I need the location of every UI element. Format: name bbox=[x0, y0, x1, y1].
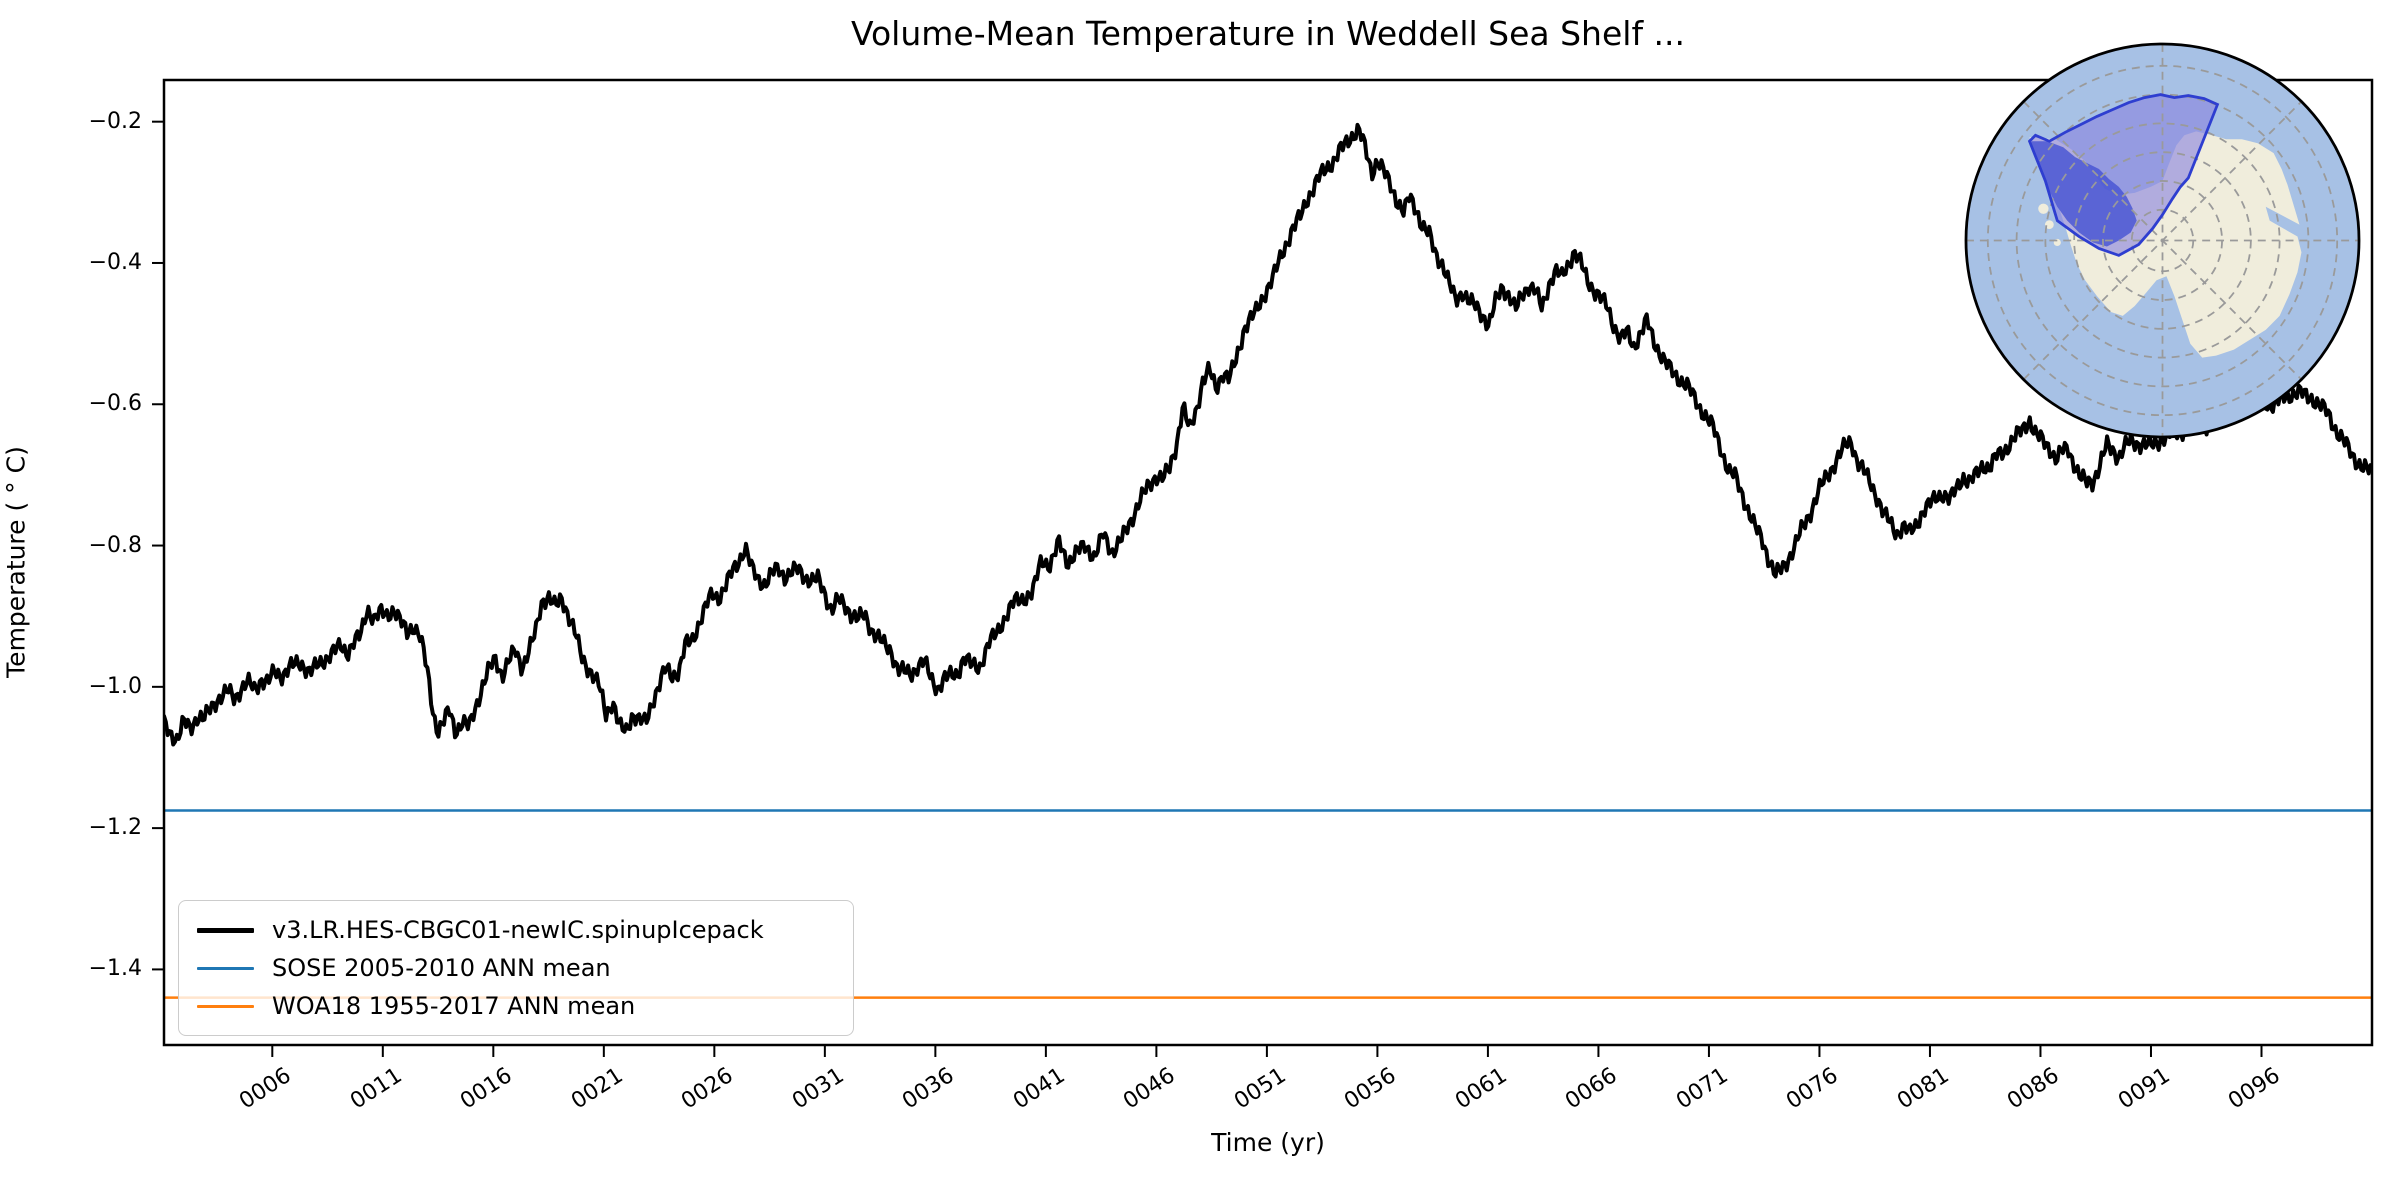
x-axis-label: Time (yr) bbox=[1211, 1128, 1325, 1157]
temperature-series-line bbox=[164, 122, 2372, 747]
weddell-shelf-mask bbox=[2031, 141, 2137, 247]
legend-label: v3.LR.HES-CBGC01-newIC.spinupIcepack bbox=[272, 916, 764, 944]
series-layer bbox=[164, 122, 2372, 747]
legend-label: SOSE 2005-2010 ANN mean bbox=[272, 954, 611, 982]
tick-marks-layer bbox=[152, 120, 2263, 1057]
legend-entry: WOA18 1955-2017 ANN mean bbox=[197, 987, 835, 1025]
y-tick-label: −0.4 bbox=[88, 249, 142, 275]
legend: v3.LR.HES-CBGC01-newIC.spinupIcepack SOSE… bbox=[178, 900, 854, 1036]
y-tick-label: −1.0 bbox=[88, 673, 142, 699]
y-tick-label: −1.4 bbox=[88, 956, 142, 982]
y-tick-label: −1.2 bbox=[88, 815, 142, 841]
map-circle-border bbox=[1964, 42, 2361, 439]
legend-line-swatch bbox=[197, 966, 254, 970]
legend-line-swatch bbox=[197, 927, 254, 933]
legend-entry: SOSE 2005-2010 ANN mean bbox=[197, 949, 835, 987]
weddell-region-outline bbox=[2027, 93, 2220, 257]
map-graticule bbox=[1965, 43, 2360, 438]
antarctica-map-inset bbox=[1964, 42, 2361, 439]
axes-spines bbox=[162, 78, 2374, 1047]
legend-line-swatch bbox=[197, 1004, 254, 1008]
y-tick-label: −0.2 bbox=[88, 108, 142, 134]
legend-label: WOA18 1955-2017 ANN mean bbox=[272, 992, 636, 1020]
chart-title: Volume-Mean Temperature in Weddell Sea S… bbox=[850, 14, 1686, 53]
y-tick-label: −0.6 bbox=[88, 391, 142, 417]
y-tick-label: −0.8 bbox=[88, 532, 142, 558]
legend-entry: v3.LR.HES-CBGC01-newIC.spinupIcepack bbox=[197, 911, 835, 949]
